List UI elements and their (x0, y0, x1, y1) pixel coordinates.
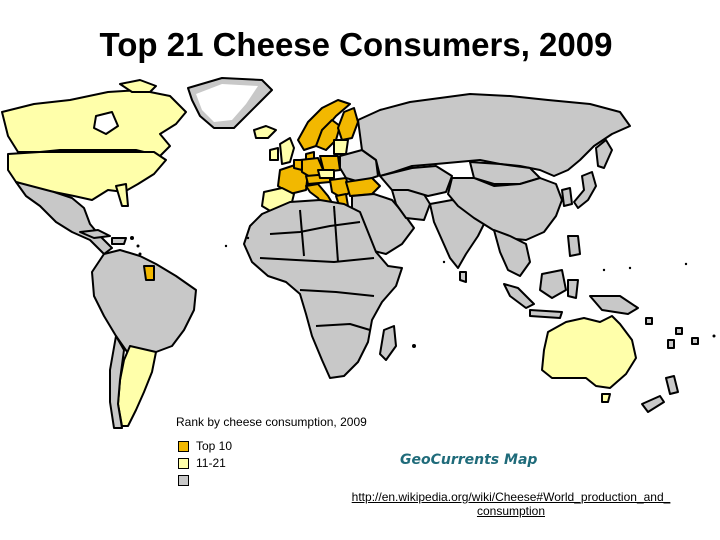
sri-lanka (459, 271, 467, 283)
kamchatka (595, 139, 613, 169)
hudson-bay (93, 111, 119, 135)
japan (573, 171, 597, 209)
legend-label-top10: Top 10 (196, 439, 233, 453)
korea (561, 187, 573, 207)
sulawesi (567, 279, 579, 299)
source-link[interactable]: http://en.wikipedia.org/wiki/Cheese#Worl… (336, 490, 686, 518)
legend-item-other (178, 473, 196, 487)
czech (317, 169, 335, 179)
australia (541, 315, 637, 389)
legend-swatch-other (178, 474, 189, 486)
java (529, 309, 563, 319)
pacific-island-3 (667, 339, 675, 349)
source-link-line1[interactable]: http://en.wikipedia.org/wiki/Cheese#Worl… (351, 490, 671, 504)
africa-border-3 (299, 289, 375, 297)
legend-item-top10: Top 10 (178, 439, 232, 453)
legend-label-11-21: 11-21 (196, 456, 226, 470)
madagascar (379, 325, 397, 361)
china (447, 177, 563, 241)
legend-swatch-11-21 (178, 457, 189, 469)
south-america-north (91, 249, 197, 359)
africa-border-1 (269, 221, 361, 235)
florida (115, 183, 129, 207)
central-asia (379, 165, 453, 197)
hispaniola (111, 237, 127, 245)
new-zealand-north (665, 375, 679, 395)
suriname (143, 265, 155, 281)
pacific-island-1 (645, 317, 653, 325)
baltics (333, 139, 349, 155)
africa-border-5 (299, 209, 305, 257)
africa-north (243, 199, 403, 379)
pacific-island-2 (675, 327, 683, 335)
africa-border-4 (315, 323, 371, 331)
benelux (293, 159, 303, 171)
turkey (345, 177, 381, 197)
sumatra (503, 283, 535, 309)
source-link-line2[interactable]: consumption (476, 504, 546, 518)
arctic-islands (119, 79, 157, 93)
new-guinea (589, 295, 639, 315)
philippines (567, 235, 581, 257)
map-title: Top 21 Cheese Consumers, 2009 (99, 26, 613, 63)
uk (279, 137, 295, 165)
norway (297, 99, 351, 151)
new-zealand-south (641, 395, 665, 413)
legend-title: Rank by cheese consumption, 2009 (176, 415, 367, 429)
map-credit: GeoCurrents Map (400, 452, 538, 468)
indochina (493, 229, 531, 277)
chile (109, 335, 125, 429)
tasmania (601, 393, 611, 403)
africa-border-6 (333, 205, 339, 263)
pacific-island-4 (691, 337, 699, 345)
legend-swatch-top10 (178, 440, 189, 452)
ireland (269, 147, 279, 161)
cuba (79, 229, 111, 239)
africa-border-2 (259, 257, 375, 263)
legend-item-11-21: 11-21 (178, 456, 226, 470)
iceland (253, 125, 277, 139)
poland (319, 155, 341, 173)
greenland-inner (196, 84, 258, 122)
borneo (539, 269, 567, 299)
